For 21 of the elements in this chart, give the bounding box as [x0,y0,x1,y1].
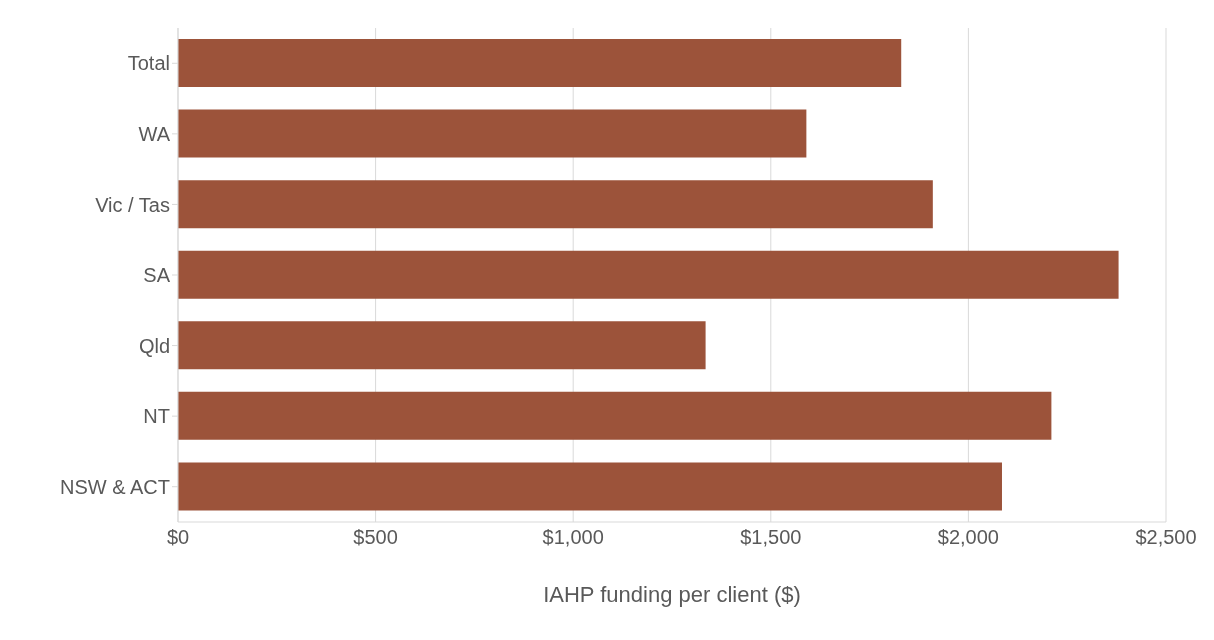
x-tick-label: $500 [353,526,398,549]
y-tick-label: Qld [138,334,170,357]
y-tick-label: NSW & ACT [59,475,170,498]
x-tick-label: $1,500 [740,526,802,549]
y-tick-label: Total [127,52,170,75]
bar [178,391,1052,440]
y-tick-label: Vic / Tas [95,193,170,216]
x-tick-label: $1,000 [542,526,604,549]
x-axis-title: IAHP funding per client ($) [543,582,801,607]
bar [178,180,933,229]
x-tick-label: $2,500 [1135,526,1197,549]
y-tick-label: SA [143,264,171,287]
bar [178,462,1002,511]
y-tick-label: WA [138,122,171,145]
y-tick-label: NT [143,405,170,428]
x-tick-label: $0 [166,526,190,549]
bar [178,250,1119,299]
bar [178,109,807,158]
bar [178,321,706,370]
bar [178,39,902,87]
x-tick-label: $2,000 [937,526,999,549]
